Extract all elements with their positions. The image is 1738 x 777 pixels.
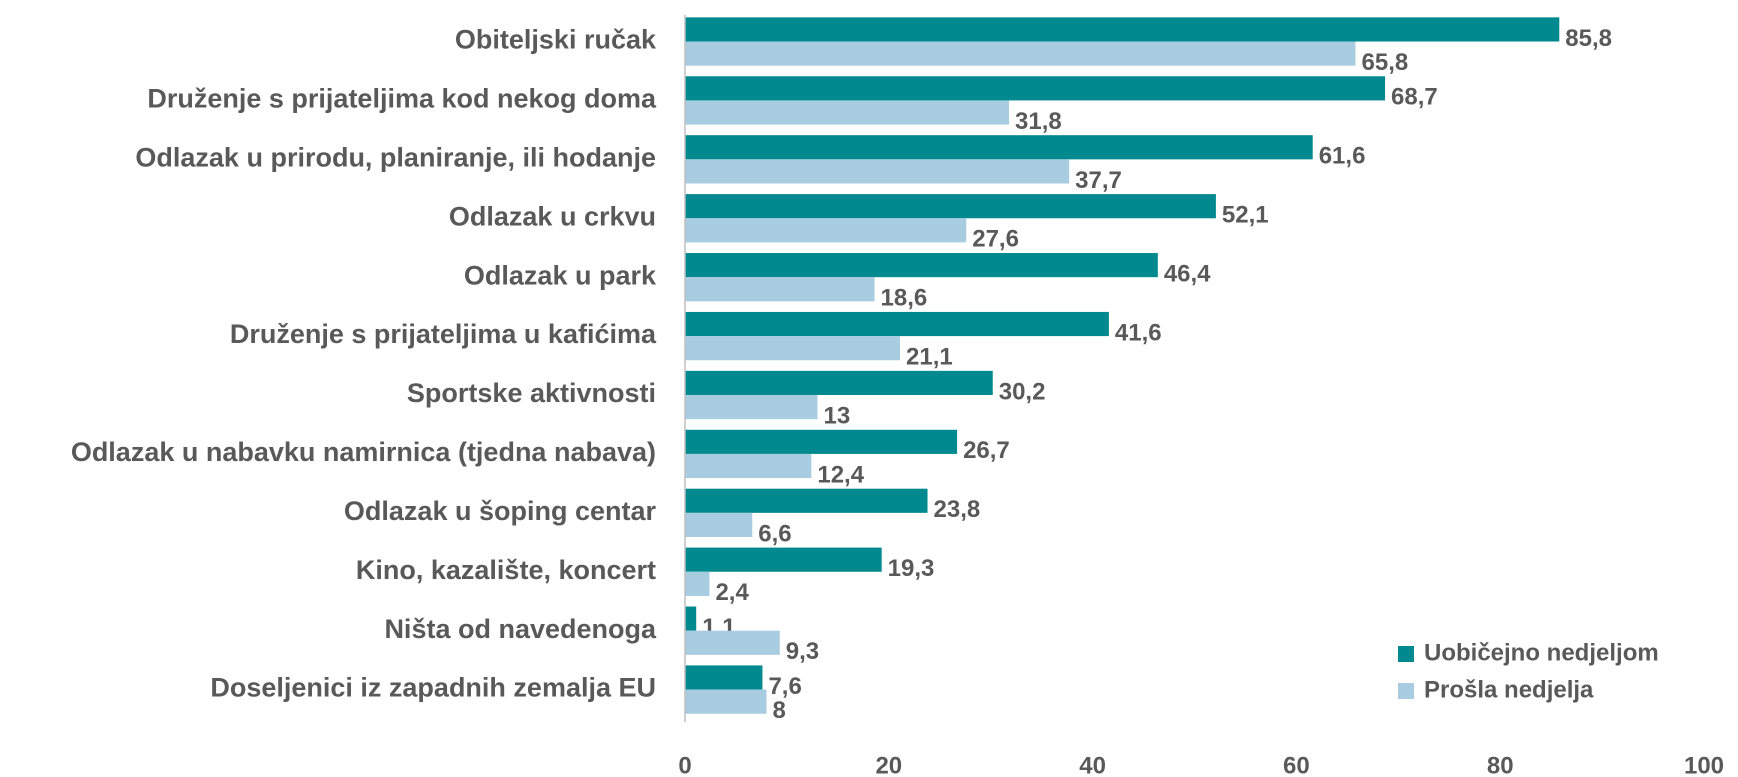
legend-swatch	[1398, 683, 1414, 699]
category-label: Doseljenici iz zapadnih zemalja EU	[210, 673, 656, 703]
value-label: 37,7	[1075, 167, 1122, 194]
value-label: 13	[823, 402, 850, 429]
bar	[685, 665, 763, 690]
category-label: Druženje s prijateljima u kafićima	[230, 319, 657, 349]
category-label: Odlazak u crkvu	[449, 201, 656, 231]
value-label: 41,6	[1115, 319, 1162, 346]
bar	[685, 159, 1070, 184]
value-label: 12,4	[817, 461, 864, 488]
value-label: 2,4	[715, 579, 749, 606]
bar	[685, 100, 1010, 125]
value-label: 9,3	[786, 638, 819, 665]
bar	[685, 453, 812, 479]
x-tick-label: 20	[875, 752, 902, 777]
bar	[685, 277, 875, 302]
value-label: 65,8	[1362, 49, 1409, 76]
value-label: 46,4	[1164, 260, 1211, 287]
bar	[685, 253, 1158, 278]
bar	[685, 311, 1109, 337]
category-label: Odlazak u park	[464, 260, 657, 290]
category-label: Ništa od navedenoga	[384, 614, 657, 644]
category-label: Obiteljski ručak	[455, 25, 657, 55]
value-label: 68,7	[1391, 84, 1438, 111]
value-label: 85,8	[1565, 25, 1612, 52]
value-label: 61,6	[1319, 143, 1366, 170]
x-tick-label: 40	[1079, 752, 1106, 777]
value-label: 19,3	[888, 555, 935, 582]
category-label: Sportske aktivnosti	[407, 378, 656, 408]
bar	[685, 370, 993, 396]
bar	[685, 571, 710, 596]
value-label: 6,6	[758, 520, 791, 547]
category-label: Kino, kazalište, koncert	[356, 555, 656, 585]
bar	[685, 606, 697, 631]
value-label: 27,6	[972, 226, 1019, 253]
value-label: 7,6	[768, 673, 801, 700]
bar	[685, 547, 882, 572]
bar	[685, 17, 1560, 42]
x-tick-label: 0	[678, 752, 691, 777]
bar	[685, 488, 928, 513]
bar	[685, 689, 767, 714]
bar	[685, 76, 1386, 101]
x-tick-label: 100	[1684, 752, 1724, 777]
bar	[685, 135, 1313, 160]
bar	[685, 41, 1356, 66]
bar	[685, 336, 901, 361]
category-label: Odlazak u šoping centar	[344, 496, 657, 526]
x-tick-label: 80	[1487, 752, 1514, 777]
category-label: Druženje s prijateljima kod nekog doma	[147, 84, 657, 114]
category-label: Odlazak u prirodu, planiranje, ili hodan…	[135, 142, 656, 172]
value-label: 21,1	[906, 344, 953, 371]
value-label: 52,1	[1222, 202, 1269, 229]
value-label: 26,7	[963, 437, 1010, 464]
category-label: Odlazak u nabavku namirnica (tjedna naba…	[71, 437, 656, 467]
x-tick-label: 60	[1283, 752, 1310, 777]
value-label: 31,8	[1015, 108, 1062, 135]
value-label: 23,8	[934, 496, 981, 523]
value-label: 18,6	[881, 285, 928, 312]
bar	[685, 194, 1216, 219]
bar	[685, 512, 753, 538]
legend-label: Uobičejno nedjeljom	[1424, 639, 1659, 666]
legend-swatch	[1398, 646, 1414, 662]
bar	[685, 218, 967, 243]
bar	[685, 630, 780, 655]
bar	[685, 395, 818, 420]
bar	[685, 429, 958, 454]
value-label: 8	[773, 697, 786, 724]
value-label: 30,2	[999, 378, 1046, 405]
legend-label: Prošla nedjelja	[1424, 676, 1594, 703]
